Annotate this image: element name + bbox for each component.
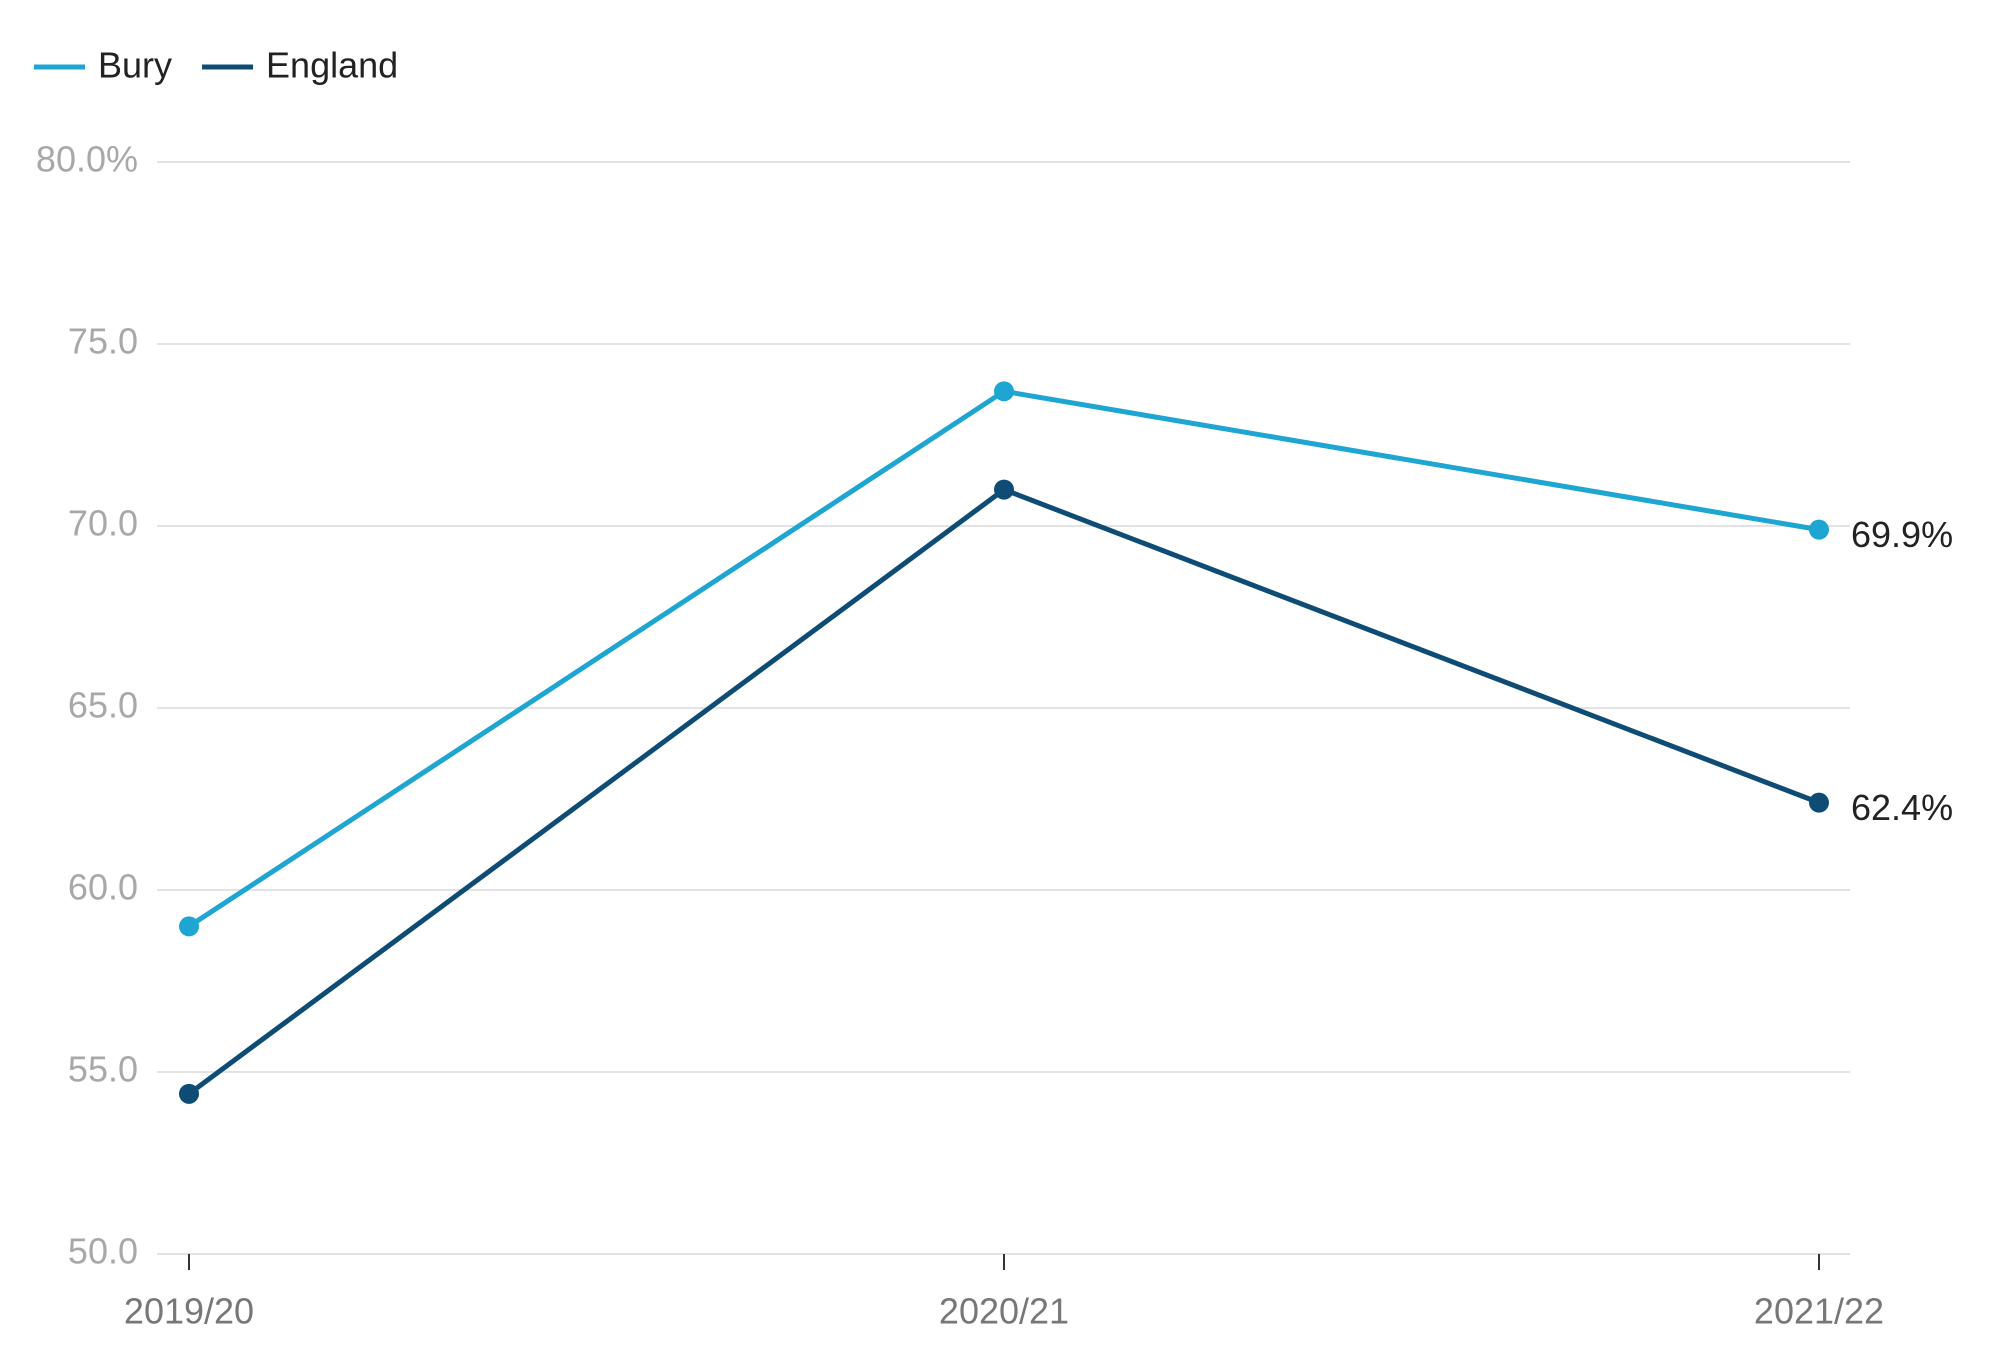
point (1809, 792, 1829, 813)
y-tick-label: 80.0% (36, 139, 138, 180)
y-tick-label: 55.0 (68, 1049, 138, 1090)
point (179, 1083, 199, 1104)
y-tick-label: 70.0 (68, 503, 138, 544)
x-tick-label: 2019/20 (124, 1291, 254, 1332)
series-line (187, 388, 1820, 929)
value-label: 69.9% (1851, 514, 1953, 555)
legend-label: England (266, 45, 398, 86)
value-label: 62.4% (1851, 787, 1953, 828)
y-tick-label: 75.0 (68, 321, 138, 362)
y-tick-label: 60.0 (68, 867, 138, 908)
legend-label: Bury (98, 45, 172, 86)
point (179, 916, 199, 937)
point (994, 381, 1014, 402)
y-tick-label: 65.0 (68, 685, 138, 726)
y-tick-label: 50.0 (68, 1231, 138, 1272)
x-tick-label: 2021/22 (1754, 1291, 1884, 1332)
point (1809, 519, 1829, 540)
point (994, 479, 1014, 500)
x-tick-label: 2020/21 (939, 1291, 1069, 1332)
series-line (187, 486, 1820, 1096)
